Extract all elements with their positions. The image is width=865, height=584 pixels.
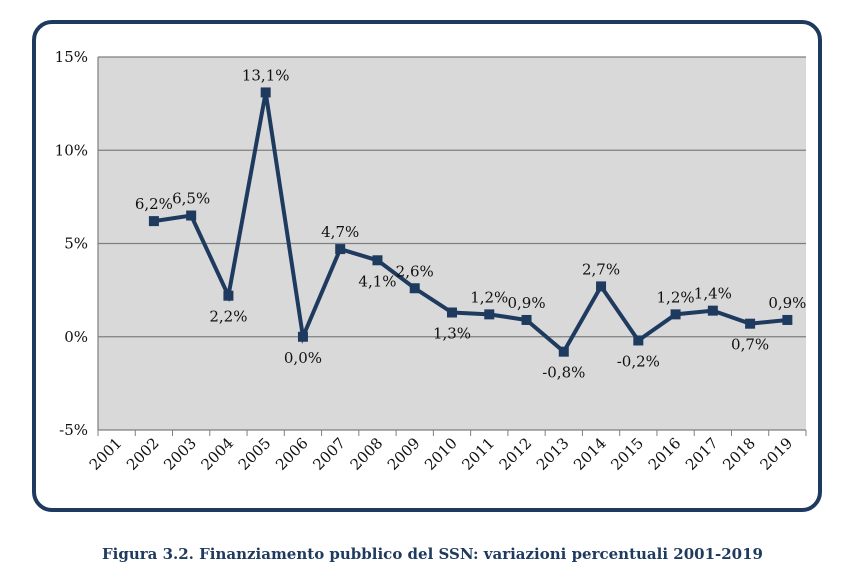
x-tick-label: 2014: [570, 434, 610, 474]
data-point: [186, 210, 197, 221]
x-tick-label: 2004: [198, 434, 238, 474]
data-point: [260, 87, 271, 98]
data-point: [782, 314, 793, 325]
y-tick-label: -5%: [59, 421, 88, 439]
data-label: 0,9%: [768, 294, 806, 312]
x-tick-label: 2006: [272, 434, 312, 474]
x-tick-label: 2007: [309, 434, 349, 474]
data-point: [335, 244, 346, 255]
x-tick-label: 2005: [235, 434, 275, 474]
x-tick-label: 2003: [160, 434, 200, 474]
x-tick-label: 2009: [384, 434, 424, 474]
data-label: -0,2%: [617, 352, 660, 370]
x-tick-label: 2018: [719, 434, 759, 474]
chart-frame: -5% 0% 5% 10% 15% 2001 2002 2003 2004 2005 2006 200…: [32, 20, 822, 512]
data-label: 2,2%: [209, 308, 247, 326]
x-tick-label: 2012: [496, 434, 536, 474]
figure-caption: Figura 3.2. Finanziamento pubblico del S…: [102, 545, 763, 563]
data-label: 0,7%: [731, 336, 769, 354]
data-point: [484, 309, 495, 320]
data-label: 1,4%: [694, 285, 732, 303]
data-point: [558, 346, 569, 357]
line-chart: -5%0%5%10%15%200120022003200420052006200…: [55, 48, 807, 474]
x-tick-label: 2010: [421, 434, 461, 474]
x-tick-label: 2017: [682, 434, 722, 474]
x-tick-label: 2002: [123, 434, 163, 474]
data-point: [521, 314, 532, 325]
data-point: [745, 318, 756, 329]
data-point: [707, 305, 718, 316]
data-label: 0,0%: [284, 349, 322, 367]
data-point: [447, 307, 457, 318]
data-label: 6,5%: [172, 190, 210, 208]
data-point: [633, 335, 644, 346]
data-label: 1,2%: [657, 288, 695, 306]
data-label: 1,2%: [470, 288, 508, 306]
data-label: 13,1%: [242, 66, 290, 84]
data-point: [596, 281, 607, 292]
data-point: [409, 283, 420, 294]
series-line: [153, 92, 788, 355]
data-point: [372, 255, 383, 266]
x-tick-label: 2015: [607, 434, 647, 474]
x-tick-label: 2019: [756, 434, 796, 474]
y-tick-label: 0%: [64, 328, 88, 346]
data-label: 0,9%: [507, 294, 545, 312]
data-label: 4,7%: [321, 223, 359, 241]
data-label: 6,2%: [135, 195, 173, 213]
x-tick-label: 2008: [347, 434, 387, 474]
x-tick-label: 2001: [86, 434, 126, 474]
data-label: 4,1%: [358, 272, 396, 290]
data-label: -0,8%: [542, 364, 585, 382]
data-label: 1,3%: [433, 325, 471, 343]
data-point: [148, 216, 159, 227]
data-point: [223, 290, 234, 301]
x-tick-label: 2013: [533, 434, 573, 474]
data-point: [670, 309, 681, 320]
x-tick-label: 2011: [458, 434, 498, 474]
y-tick-label: 10%: [55, 141, 88, 159]
data-label: 2,7%: [582, 260, 620, 278]
data-point: [297, 331, 308, 342]
y-tick-label: 5%: [64, 235, 88, 253]
data-label: 2,6%: [396, 262, 434, 280]
x-tick-label: 2016: [645, 434, 685, 474]
y-tick-label: 15%: [55, 48, 88, 66]
